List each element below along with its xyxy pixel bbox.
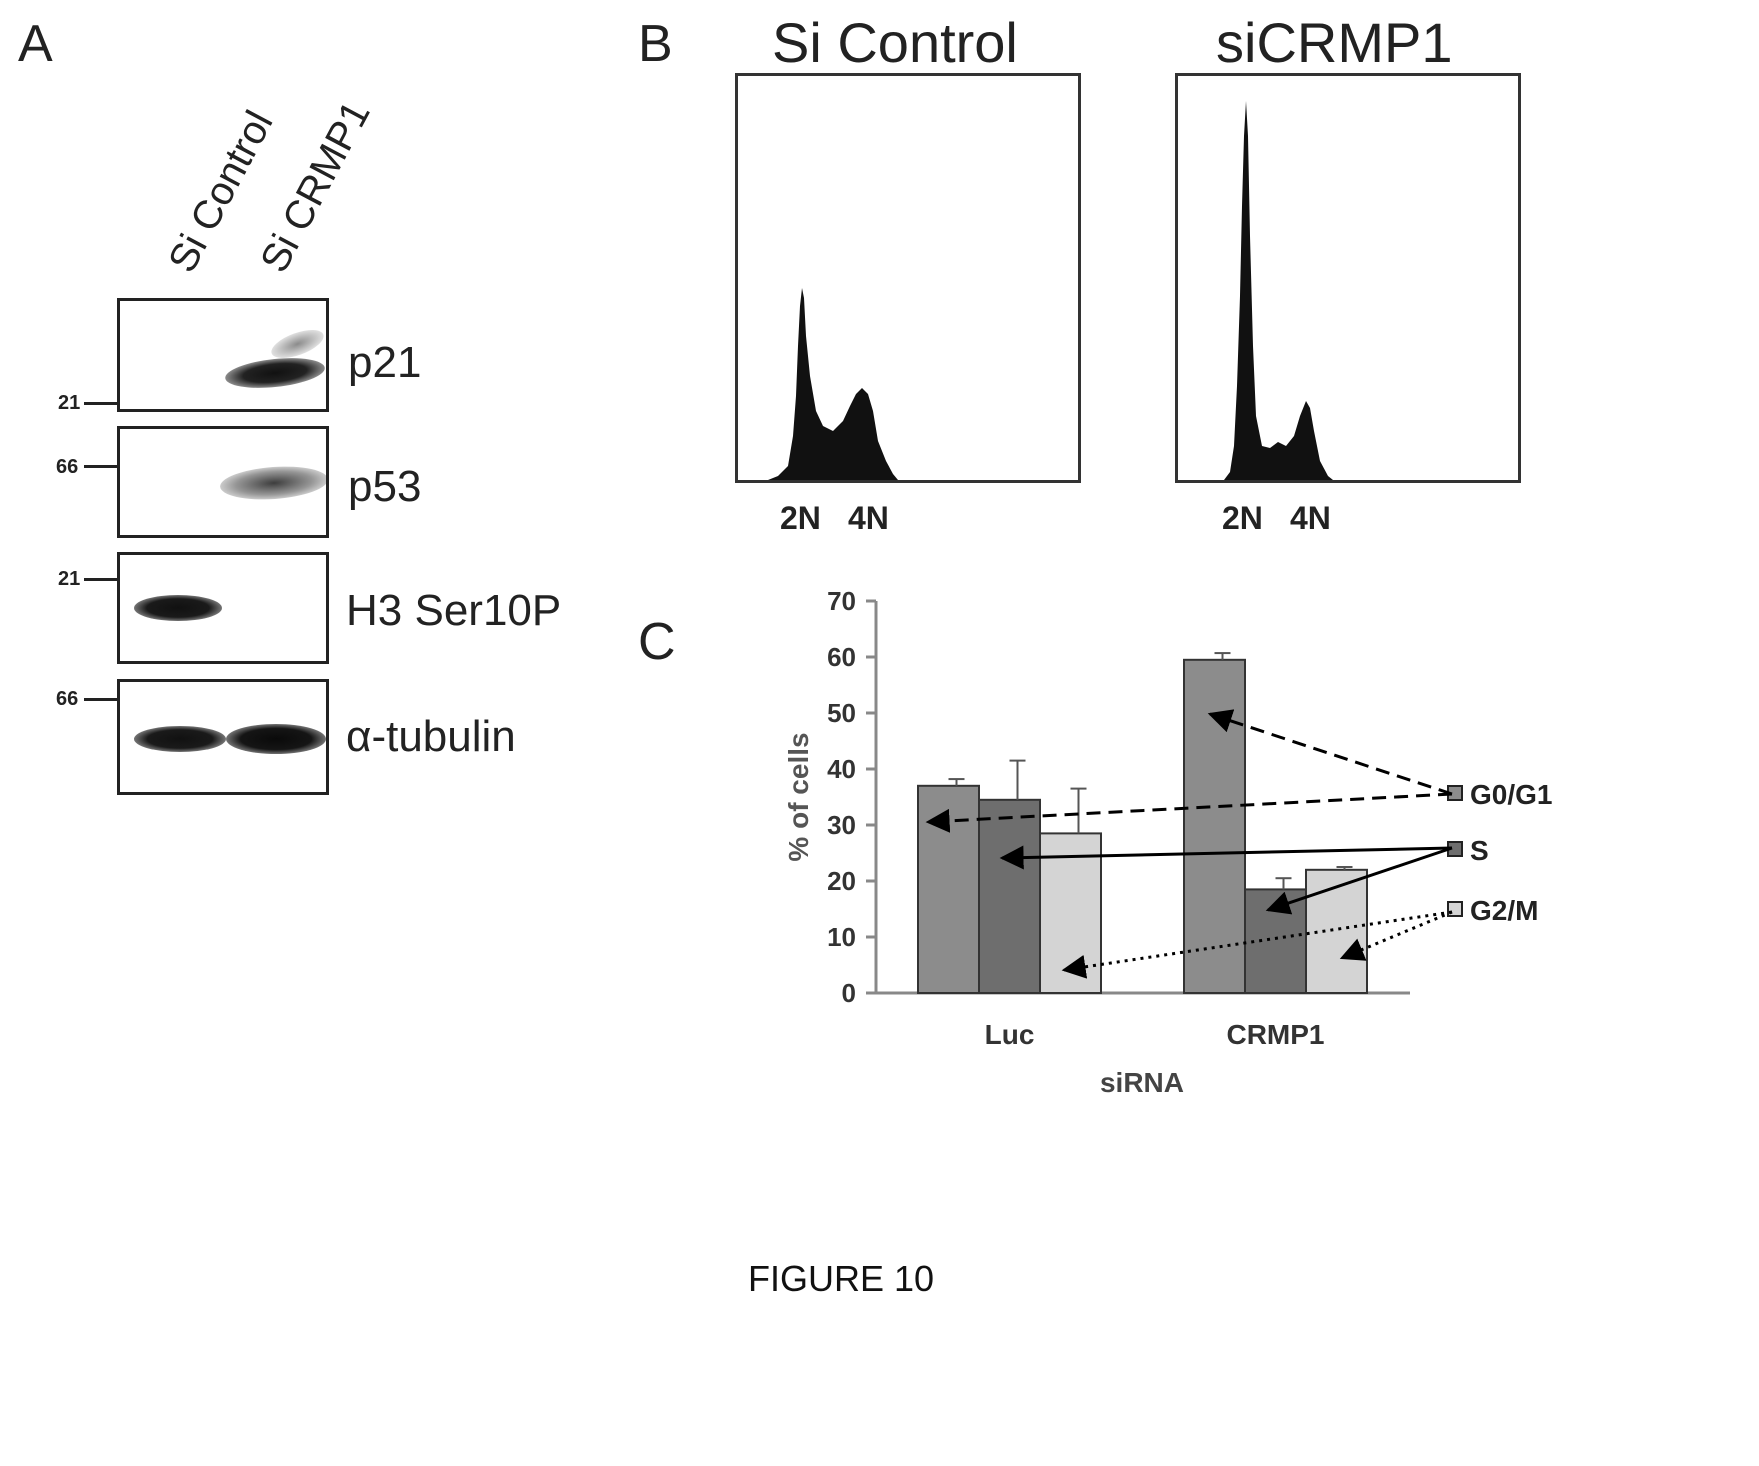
protein-label-p21: p21	[348, 338, 422, 387]
ploidy-2n-si-control: 2N	[780, 500, 821, 536]
panel-b-letter: B	[638, 15, 673, 73]
bar-g0g1-crmp1	[1183, 658, 1246, 994]
category-label-crmp1: CRMP1	[1226, 1019, 1324, 1050]
blot-p53	[117, 426, 329, 538]
x-axis-label: siRNA	[1100, 1067, 1184, 1098]
category-label-luc: Luc	[985, 1019, 1035, 1050]
y-tick-label: 30	[827, 810, 856, 840]
bar-g2m-luc	[1039, 832, 1102, 995]
y-axis-label: % of cells	[783, 732, 814, 861]
panel-a-letter: A	[18, 15, 53, 73]
protein-label-alpha-tubulin: α-tubulin	[346, 712, 516, 761]
histogram-sicrmp1	[1175, 73, 1521, 483]
legend-swatch-1	[1447, 841, 1463, 857]
arrow-g0g1-luc	[925, 792, 1453, 833]
y-tick-label: 20	[827, 866, 856, 896]
y-tick-label: 10	[827, 922, 856, 952]
protein-label-h3-ser10p: H3 Ser10P	[346, 586, 562, 635]
band-h3-control	[134, 595, 222, 621]
bar-g0g1-luc	[917, 784, 980, 994]
ploidy-2n-sicrmp1: 2N	[1222, 500, 1263, 536]
histogram-trace-si-control	[768, 288, 898, 480]
mw-tick	[84, 698, 118, 701]
mw-marker-p53: 66	[56, 456, 79, 478]
arrow-g2m-luc	[1061, 910, 1453, 979]
arrow-g2m-crmp1	[1339, 910, 1453, 961]
mw-tick	[84, 578, 118, 581]
y-tick-label: 50	[827, 698, 856, 728]
bar-s-crmp1	[1244, 888, 1307, 995]
annotation-arrows	[925, 709, 1453, 979]
band-p53-crmp1	[219, 463, 326, 503]
mw-marker-tubulin: 66	[56, 688, 79, 710]
histogram-title-si-control: Si Control	[772, 11, 1018, 74]
histogram-si-control	[735, 73, 1081, 483]
histogram-trace-sicrmp1	[1224, 101, 1333, 480]
legend-label-1: S	[1470, 835, 1489, 866]
y-tick-label: 40	[827, 754, 856, 784]
protein-label-p53: p53	[348, 462, 422, 511]
figure-caption: FIGURE 10	[748, 1258, 935, 1299]
arrow-g0g1-crmp1	[1207, 709, 1453, 796]
blot-h3-ser10p	[117, 552, 329, 664]
panel-c-letter: C	[638, 613, 676, 671]
arrow-s-luc	[999, 845, 1453, 870]
bar-g2m-crmp1	[1305, 868, 1368, 994]
blot-alpha-tubulin	[117, 679, 329, 795]
arrow-s-crmp1	[1265, 846, 1453, 915]
mw-marker-p21: 21	[58, 392, 81, 414]
mw-marker-h3: 21	[58, 568, 81, 590]
mw-tick	[84, 402, 118, 405]
legend-swatch-2	[1447, 901, 1463, 917]
band-tubulin-crmp1	[226, 724, 326, 754]
legend-swatch-0	[1447, 785, 1463, 801]
ploidy-4n-si-control: 4N	[848, 500, 889, 536]
legend-label-0: G0/G1	[1470, 779, 1552, 810]
legend-label-2: G2/M	[1470, 895, 1538, 926]
histogram-title-sicrmp1: siCRMP1	[1216, 11, 1453, 74]
band-p21-crmp1	[223, 353, 326, 393]
blot-p21	[117, 298, 329, 412]
bar-s-luc	[978, 798, 1041, 994]
band-tubulin-control	[134, 726, 226, 752]
mw-tick	[84, 465, 118, 468]
y-tick-label: 0	[842, 978, 856, 1008]
y-tick-label: 60	[827, 642, 856, 672]
ploidy-4n-sicrmp1: 4N	[1290, 500, 1331, 536]
y-tick-label: 70	[827, 586, 856, 616]
